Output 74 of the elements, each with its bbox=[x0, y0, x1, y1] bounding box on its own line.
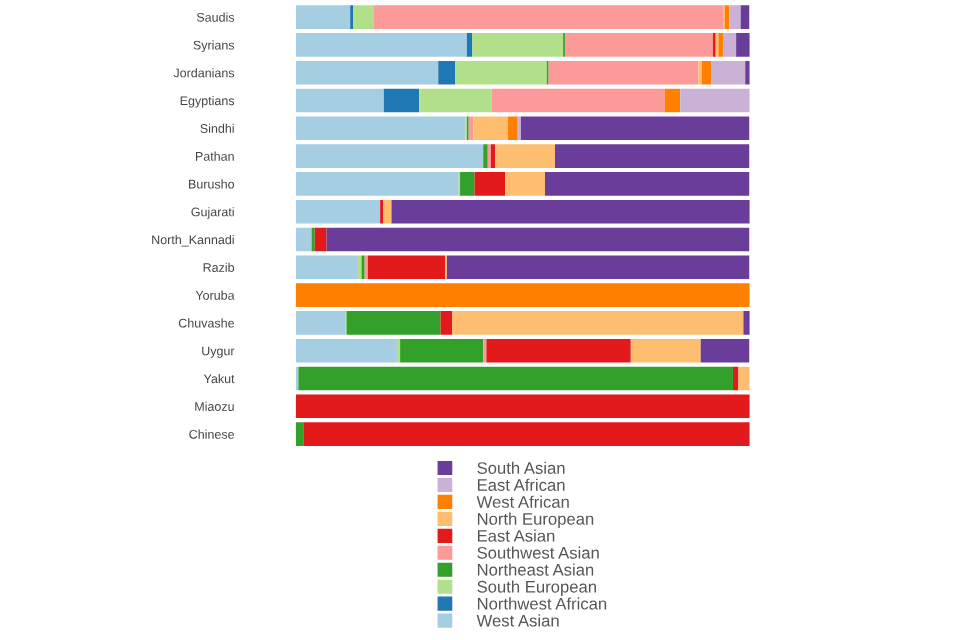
bar bbox=[740, 5, 750, 29]
bar bbox=[460, 172, 475, 196]
bar bbox=[743, 311, 750, 335]
bar bbox=[474, 172, 506, 196]
bar bbox=[738, 366, 750, 391]
bar bbox=[391, 199, 750, 224]
bar bbox=[295, 255, 357, 280]
bar bbox=[729, 5, 741, 29]
bar bbox=[455, 60, 547, 85]
bar bbox=[486, 338, 631, 363]
bar bbox=[711, 60, 746, 85]
bar bbox=[295, 144, 484, 168]
bar bbox=[548, 60, 699, 85]
bar bbox=[724, 5, 730, 29]
bar bbox=[314, 227, 327, 252]
legend-label: West African bbox=[476, 495, 569, 508]
bar bbox=[505, 172, 545, 196]
bar bbox=[564, 33, 713, 57]
bar bbox=[295, 283, 750, 307]
bar bbox=[346, 311, 441, 335]
bar bbox=[468, 116, 474, 141]
legend-label: North European bbox=[477, 512, 594, 529]
legend-label: Southwest Asian bbox=[477, 546, 599, 559]
bar bbox=[295, 172, 459, 196]
bar bbox=[438, 60, 456, 85]
bar bbox=[295, 422, 304, 446]
bar bbox=[367, 255, 446, 280]
bar bbox=[520, 116, 750, 141]
bar bbox=[295, 33, 467, 57]
bar bbox=[544, 172, 750, 196]
bar bbox=[473, 116, 508, 141]
bar bbox=[295, 5, 351, 29]
bar bbox=[295, 88, 384, 113]
bar bbox=[356, 255, 362, 280]
bar bbox=[295, 227, 312, 252]
legend-label: East African bbox=[477, 478, 565, 491]
bar bbox=[472, 33, 564, 57]
legend-label: Northeast Asian bbox=[477, 563, 594, 576]
bar bbox=[491, 88, 665, 113]
bar bbox=[383, 199, 392, 224]
bar bbox=[680, 88, 750, 113]
bar bbox=[419, 88, 492, 113]
bar bbox=[466, 33, 473, 57]
bar bbox=[295, 116, 466, 141]
bar bbox=[400, 338, 484, 363]
legend-label: South Asian bbox=[477, 461, 565, 474]
bar bbox=[326, 227, 750, 252]
legend-label: East Asian bbox=[477, 529, 555, 542]
legend-label: West Asian bbox=[476, 614, 559, 627]
bar bbox=[701, 60, 712, 85]
bar bbox=[630, 338, 701, 363]
bar bbox=[452, 311, 744, 335]
bar bbox=[440, 311, 453, 335]
bar bbox=[507, 116, 518, 141]
bar bbox=[383, 88, 420, 113]
legend-label: South European bbox=[477, 580, 596, 596]
bar bbox=[373, 5, 723, 29]
bar bbox=[298, 366, 733, 391]
bar bbox=[722, 33, 737, 57]
bar bbox=[664, 88, 681, 113]
bar bbox=[295, 394, 750, 419]
bar bbox=[446, 255, 750, 280]
bar bbox=[700, 338, 750, 363]
bar bbox=[736, 33, 750, 57]
bar bbox=[295, 311, 346, 335]
bar bbox=[295, 60, 439, 85]
bar bbox=[295, 338, 397, 363]
legend-label: Northwest African bbox=[477, 597, 607, 610]
bar bbox=[295, 199, 381, 224]
bar bbox=[353, 5, 374, 29]
bar bbox=[495, 144, 555, 168]
bar bbox=[554, 144, 750, 168]
bar bbox=[490, 144, 496, 168]
bar bbox=[303, 422, 750, 446]
